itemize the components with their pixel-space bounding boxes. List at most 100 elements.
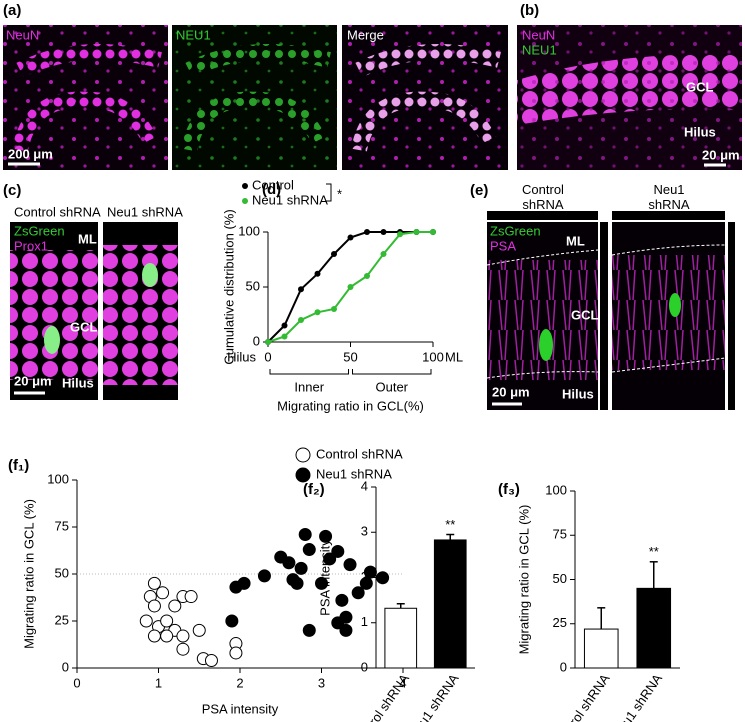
channel-label: Prox1 bbox=[14, 238, 48, 253]
labeled-cell bbox=[44, 326, 60, 354]
bar bbox=[384, 607, 418, 669]
data-point bbox=[147, 576, 161, 590]
y-tick-label: 0 bbox=[361, 659, 368, 674]
y-tick-label: 2 bbox=[361, 569, 368, 584]
granule-layer bbox=[10, 250, 98, 380]
region-label: GCL bbox=[686, 79, 714, 94]
data-point bbox=[176, 642, 190, 656]
scale-bar-label: 20 μm bbox=[702, 147, 740, 162]
channel-label: ZsGreen bbox=[490, 223, 541, 238]
x-end-label: Hilus bbox=[227, 349, 256, 364]
labeled-cell bbox=[669, 293, 681, 317]
region-label: Outer bbox=[375, 379, 408, 394]
data-point bbox=[160, 629, 174, 643]
y-axis-label: Migrating ratio in GCL (%) bbox=[21, 499, 36, 649]
data-point bbox=[282, 556, 296, 570]
data-point bbox=[229, 646, 243, 660]
data-point bbox=[347, 284, 354, 290]
region-label: GCL bbox=[571, 307, 599, 322]
psa-texture bbox=[612, 255, 725, 370]
data-point bbox=[364, 273, 370, 279]
bar bbox=[636, 587, 672, 669]
data-point bbox=[147, 599, 161, 613]
data-point bbox=[335, 593, 349, 607]
y-tick-label: 100 bbox=[238, 223, 260, 238]
panel-label: (f₁) bbox=[8, 457, 29, 474]
labeled-cell bbox=[142, 263, 158, 287]
region-bracket bbox=[269, 369, 349, 375]
psa-texture bbox=[487, 260, 598, 380]
y-tick-label: 25 bbox=[55, 612, 69, 627]
panel-label: (b) bbox=[520, 2, 539, 19]
orthogonal-view bbox=[612, 211, 725, 220]
y-tick-label: 75 bbox=[55, 518, 69, 533]
channel-label: NeuN bbox=[6, 27, 39, 42]
data-point bbox=[430, 229, 436, 235]
y-tick-label: 3 bbox=[361, 524, 368, 539]
x-tick-label: 2 bbox=[236, 675, 243, 690]
image-panel-a bbox=[3, 25, 508, 170]
legend-marker bbox=[295, 467, 311, 483]
x-axis-label: PSA intensity bbox=[202, 701, 279, 716]
data-point bbox=[281, 333, 288, 340]
image-panel-b bbox=[517, 25, 742, 170]
layer-boundary bbox=[611, 244, 726, 373]
x-tick-label: Neu1 shRNA bbox=[609, 671, 665, 722]
panel-label: (f₂) bbox=[303, 481, 325, 498]
layer-boundary bbox=[486, 249, 599, 379]
data-point bbox=[265, 339, 271, 345]
x-tick-label: Control shRNA bbox=[551, 671, 613, 722]
data-point bbox=[139, 614, 153, 628]
granule-layer bbox=[181, 44, 331, 152]
image-panel-e bbox=[486, 211, 735, 410]
condition-label: Neu1 shRNA bbox=[107, 204, 183, 219]
y-tick-label: 0 bbox=[253, 333, 260, 348]
y-tick-label: 100 bbox=[47, 471, 69, 486]
y-tick-label: 1 bbox=[361, 614, 368, 629]
region-label: Hilus bbox=[684, 124, 716, 139]
scale-bar-label: 20 μm bbox=[492, 384, 530, 399]
y-tick-label: 75 bbox=[553, 527, 567, 542]
data-point bbox=[331, 251, 337, 257]
data-point bbox=[339, 623, 353, 637]
panel-label: (f₃) bbox=[498, 481, 520, 498]
data-point bbox=[290, 576, 304, 590]
data-point bbox=[281, 322, 288, 329]
channel-label: Merge bbox=[347, 27, 384, 42]
data-point bbox=[359, 576, 373, 590]
y-axis-label: Migrating ratio in GCL (%) bbox=[516, 505, 531, 655]
channel-label: NEU1 bbox=[522, 42, 557, 57]
channel-label: PSA bbox=[490, 238, 516, 253]
data-point bbox=[302, 543, 316, 557]
panel-label: (d) bbox=[262, 181, 281, 198]
data-point bbox=[156, 586, 170, 600]
data-point bbox=[302, 623, 316, 637]
data-point bbox=[298, 286, 304, 293]
data-point bbox=[397, 231, 403, 238]
data-point bbox=[323, 552, 337, 566]
y-axis-label: PSA intensity bbox=[317, 539, 332, 616]
x-tick-label: 4 bbox=[399, 675, 406, 690]
legend-label: Control shRNA bbox=[316, 446, 403, 461]
region-bracket bbox=[352, 369, 432, 375]
data-point bbox=[298, 317, 304, 323]
y-tick-label: 4 bbox=[361, 478, 368, 493]
legend-label: Neu1 shRNA bbox=[316, 466, 392, 481]
data-point bbox=[331, 544, 345, 558]
data-point bbox=[315, 576, 328, 590]
y-tick-label: 50 bbox=[553, 571, 567, 586]
region-label: GCL bbox=[70, 319, 98, 334]
orthogonal-view bbox=[487, 211, 598, 220]
region-label: Inner bbox=[294, 379, 324, 394]
labeled-cell bbox=[539, 329, 553, 361]
data-point bbox=[298, 528, 312, 542]
significance: ** bbox=[445, 517, 455, 532]
data-point bbox=[294, 561, 308, 575]
data-point bbox=[314, 270, 321, 277]
data-point bbox=[176, 629, 190, 643]
scale-bar-label: 200 μm bbox=[8, 146, 53, 161]
x-tick-label: 50 bbox=[343, 349, 357, 364]
x-axis-label: Migrating ratio in GCL(%) bbox=[277, 398, 424, 413]
data-point bbox=[314, 309, 321, 316]
